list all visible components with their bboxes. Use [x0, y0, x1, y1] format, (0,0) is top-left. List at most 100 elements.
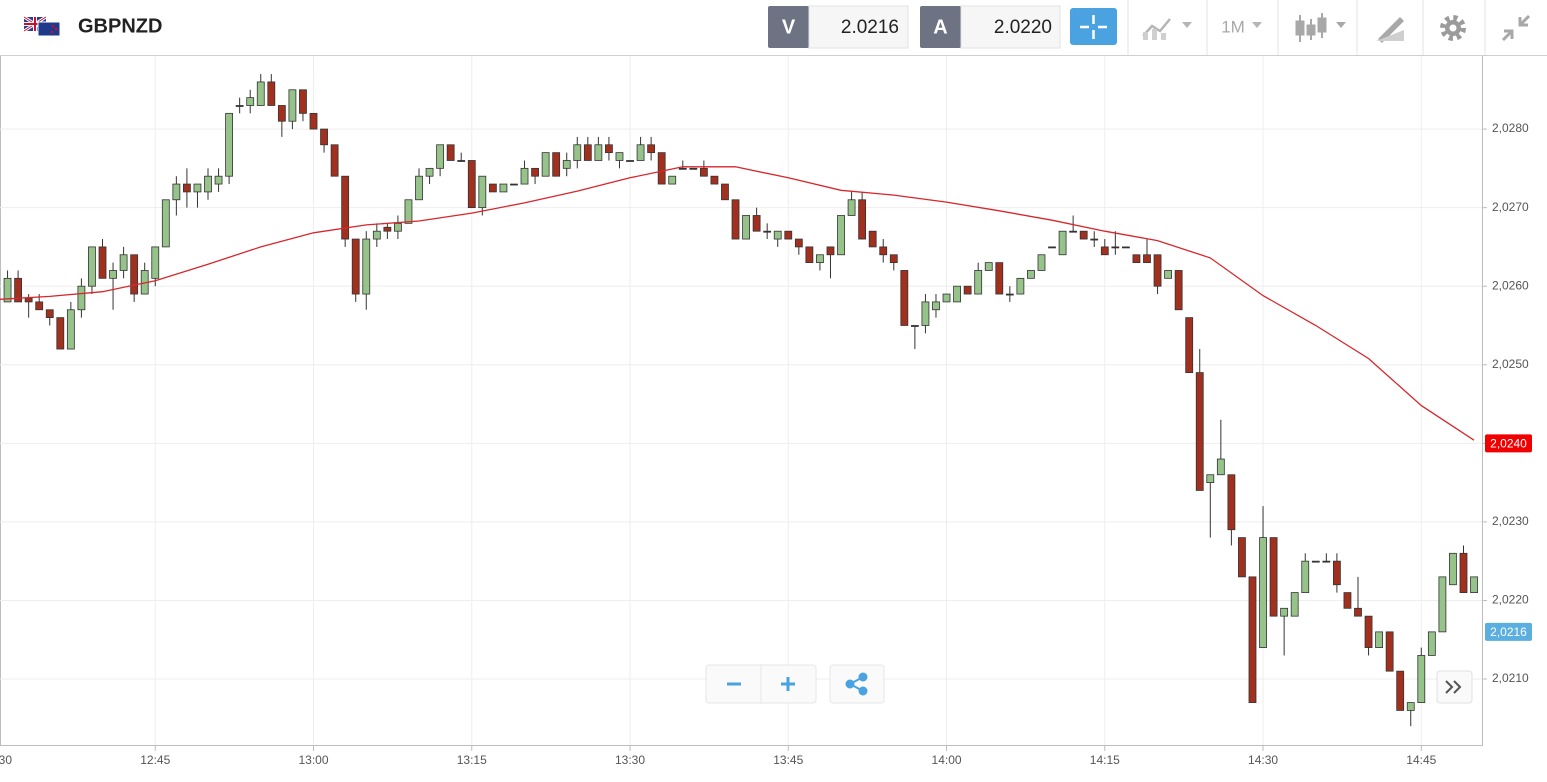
candle-body [953, 285, 961, 303]
candle-body [56, 317, 65, 350]
minimize-button[interactable] [1501, 14, 1531, 42]
plot-area [0, 74, 1478, 727]
candle-body [1111, 246, 1120, 249]
candle-body [425, 167, 434, 177]
bid-box [808, 5, 909, 49]
candle-body [267, 81, 276, 106]
candle-body [161, 199, 170, 248]
candle-body [1027, 270, 1035, 279]
candle-body [615, 152, 624, 161]
candle-body [541, 152, 550, 177]
candle-body [932, 301, 940, 311]
candle-body [1121, 246, 1130, 249]
y-tick-label: 2,0270 [1492, 200, 1529, 214]
share-button[interactable] [845, 672, 868, 696]
ask-button[interactable] [920, 6, 961, 48]
candle-body [573, 144, 582, 161]
candle-body [816, 254, 824, 264]
candle-body [1259, 537, 1267, 648]
candle-body [1185, 317, 1194, 374]
drawing-button[interactable] [1376, 17, 1404, 43]
candle-body [921, 301, 930, 326]
candle-body [710, 175, 719, 185]
candle-body [457, 160, 466, 162]
candle-body [1069, 230, 1078, 233]
candle-body [14, 277, 23, 303]
candle-body [889, 254, 898, 264]
scroll-right-button[interactable] [1436, 670, 1473, 704]
candle-body [699, 167, 708, 177]
x-tick-label: 13:00 [298, 753, 328, 767]
candle-body [214, 175, 223, 185]
candle-body [773, 230, 782, 240]
timeframe[interactable]: 1M [1221, 17, 1245, 36]
candle-body [204, 175, 212, 193]
share-box [829, 664, 885, 704]
x-tick-label: 12:30 [0, 753, 12, 767]
candle-body [130, 254, 139, 295]
grid [0, 56, 1482, 745]
candle-body [246, 97, 255, 106]
candle-body [784, 230, 793, 240]
candle-body [1005, 293, 1014, 296]
candle-body [351, 238, 360, 295]
candle-body [678, 167, 687, 170]
candle-body [1248, 576, 1257, 703]
bid-button[interactable] [768, 6, 809, 48]
candle-body [963, 285, 972, 295]
header-separators [1127, 0, 1486, 55]
candle-body [583, 144, 592, 161]
candle-body [193, 183, 202, 193]
candle-body [499, 183, 508, 193]
candle-body [995, 262, 1004, 295]
candle-body [1375, 631, 1383, 648]
candle-body [415, 175, 423, 201]
candle-body [689, 167, 698, 170]
y-tick-label: 2,0260 [1492, 278, 1529, 292]
candle-body [1301, 560, 1310, 593]
crosshair-button[interactable] [1070, 8, 1117, 45]
last-price-tag-label: 2,0216 [1490, 625, 1527, 639]
candle-body [868, 230, 877, 248]
bid-label: V [782, 16, 796, 38]
currency-flags [23, 15, 61, 37]
y-axis: 2,0210 2,0220 2,0230 2,0240 2,0250 2,0260 2,02… [1482, 121, 1532, 685]
candle-body [858, 199, 867, 240]
candle-body [478, 175, 487, 209]
zoom-controls [705, 664, 1473, 704]
candle-body [362, 238, 371, 295]
chart-type-button[interactable] [1142, 18, 1192, 40]
candle-body [1311, 560, 1320, 563]
x-tick-label: 14:30 [1248, 753, 1278, 767]
candle-body [1238, 537, 1246, 578]
x-tick-label: 14:00 [932, 753, 962, 767]
candle-body [436, 144, 445, 169]
candle-body [183, 183, 191, 193]
candle-body [172, 183, 181, 201]
ma-value-tag [1485, 434, 1532, 453]
candle-body [510, 183, 518, 186]
candle-body [1322, 560, 1331, 563]
ask-label: A [933, 16, 947, 38]
zoom-in-button[interactable] [781, 677, 795, 691]
candle-body [309, 112, 318, 130]
candle-body [974, 270, 983, 295]
candle-body [88, 246, 96, 287]
candle-body [383, 226, 392, 232]
candle-body [1037, 254, 1046, 271]
candle-body [277, 105, 286, 122]
candle-body [731, 199, 740, 240]
candle-body [35, 301, 44, 311]
candle-body [657, 152, 666, 185]
x-axis: 12:30 12:45 13:00 13:15 13:30 13:45 14:00 14:15… [0, 746, 1437, 767]
settings-button[interactable] [1440, 15, 1466, 41]
candle-body [372, 230, 381, 240]
candle-body [1269, 537, 1278, 617]
candle-type-button[interactable] [1295, 13, 1346, 42]
candle-body [341, 175, 350, 240]
candle-body [1079, 230, 1088, 240]
ask-box [960, 5, 1061, 49]
candle-body [320, 128, 328, 146]
y-tick-label: 2,0280 [1492, 121, 1529, 135]
candle-body [151, 246, 160, 279]
